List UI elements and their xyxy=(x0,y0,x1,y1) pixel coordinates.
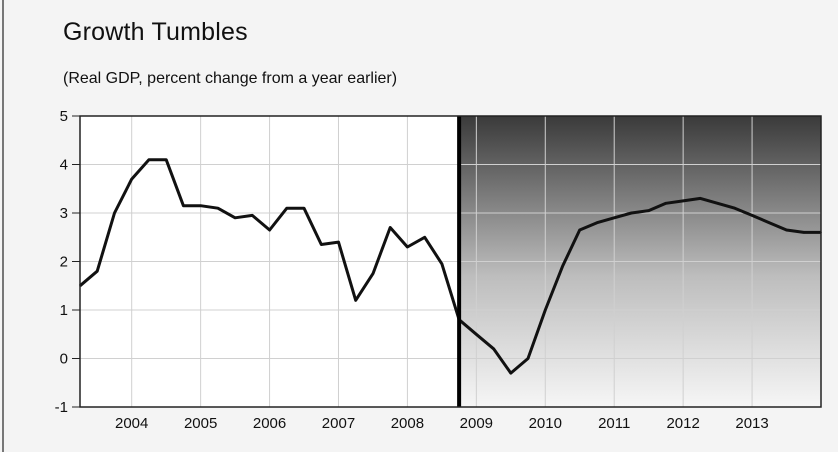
data-point xyxy=(802,231,805,234)
data-point xyxy=(182,204,185,207)
data-point xyxy=(372,272,374,275)
data-point xyxy=(251,214,254,217)
data-point xyxy=(130,178,133,180)
y-tick-label: 1 xyxy=(60,302,68,319)
y-tick-label: 0 xyxy=(60,351,68,368)
page-edge-line xyxy=(2,0,4,452)
data-point xyxy=(510,372,512,374)
x-tick-label: 2004 xyxy=(115,415,148,432)
chart-subtitle: (Real GDP, percent change from a year ea… xyxy=(63,70,398,87)
data-point xyxy=(751,214,753,217)
data-point xyxy=(234,217,236,219)
data-point xyxy=(527,357,529,360)
data-point xyxy=(268,229,271,231)
data-point xyxy=(113,212,116,214)
data-point xyxy=(647,209,650,212)
data-point xyxy=(441,263,443,265)
chart-title: Growth Tumbles xyxy=(63,18,248,46)
x-tick-label: 2006 xyxy=(253,415,286,432)
data-point xyxy=(285,207,288,209)
data-point xyxy=(578,229,581,231)
series-line xyxy=(79,158,821,375)
data-point xyxy=(199,204,202,207)
series-line-layer xyxy=(79,158,822,375)
data-point xyxy=(96,270,99,273)
x-tick-label: 2005 xyxy=(184,415,217,432)
data-point xyxy=(406,246,409,248)
data-point xyxy=(630,212,633,214)
data-point xyxy=(768,221,771,224)
data-point xyxy=(561,265,564,268)
data-point xyxy=(303,207,305,209)
data-point xyxy=(682,200,684,202)
data-point xyxy=(354,299,357,302)
y-tick-label: 5 xyxy=(60,108,68,125)
data-point xyxy=(665,202,667,205)
data-point xyxy=(734,207,736,209)
axis-tick-labels: 5 4 3 2 1 0 -1 2004 2005 2006 2007 2008 2009 2010 2011… xyxy=(55,108,769,432)
x-tick-label: 2011 xyxy=(598,415,630,432)
x-tick-label: 2010 xyxy=(529,415,562,432)
data-point xyxy=(492,348,495,350)
x-tick-label: 2007 xyxy=(322,415,355,432)
y-tick-label: 3 xyxy=(60,205,68,222)
y-tick-label: 2 xyxy=(60,254,68,271)
data-point xyxy=(785,229,788,231)
x-tick-label: 2008 xyxy=(391,415,424,432)
y-tick-label: 4 xyxy=(60,157,68,174)
data-point xyxy=(389,226,391,229)
data-point xyxy=(596,221,598,224)
data-point xyxy=(320,243,323,246)
x-tick-label: 2009 xyxy=(460,415,493,432)
data-point xyxy=(423,236,426,239)
y-tick-label: -1 xyxy=(55,399,68,416)
data-point xyxy=(699,197,702,200)
data-point xyxy=(165,158,167,161)
data-point xyxy=(217,207,219,209)
data-point xyxy=(716,202,719,205)
data-point xyxy=(613,217,616,219)
data-point xyxy=(475,333,478,336)
data-point xyxy=(544,309,547,311)
data-point xyxy=(337,241,340,243)
x-tick-label: 2012 xyxy=(666,415,699,432)
data-point xyxy=(148,158,150,161)
x-tick-label: 2013 xyxy=(735,415,768,432)
